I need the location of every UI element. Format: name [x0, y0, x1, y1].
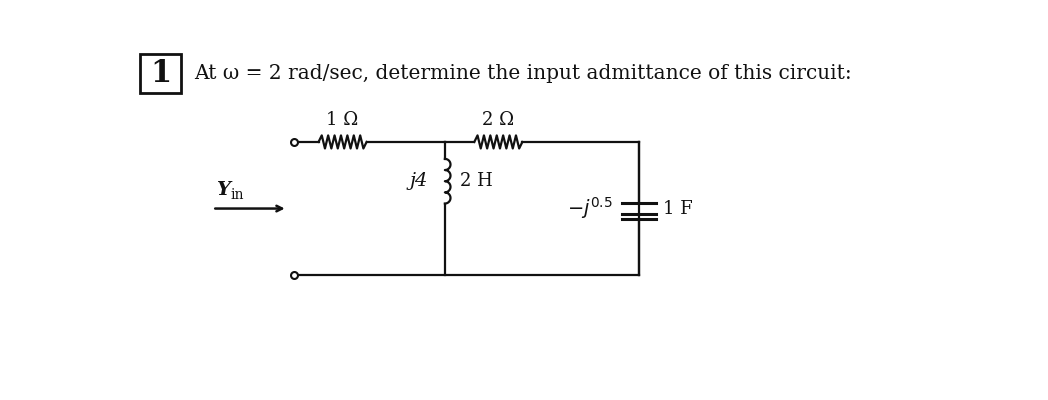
Text: in: in — [231, 188, 244, 202]
Text: Y: Y — [216, 180, 231, 198]
Text: 2 Ω: 2 Ω — [482, 111, 515, 129]
Text: j4: j4 — [410, 172, 428, 190]
Text: 2 H: 2 H — [460, 172, 494, 190]
Text: 1: 1 — [150, 58, 171, 89]
Text: 1 F: 1 F — [663, 200, 693, 218]
Text: $-j^{0.5}$: $-j^{0.5}$ — [567, 196, 612, 222]
Text: 1 Ω: 1 Ω — [326, 111, 358, 129]
Text: At ω = 2 rad/sec, determine the input admittance of this circuit:: At ω = 2 rad/sec, determine the input ad… — [195, 64, 852, 83]
FancyBboxPatch shape — [140, 54, 180, 93]
